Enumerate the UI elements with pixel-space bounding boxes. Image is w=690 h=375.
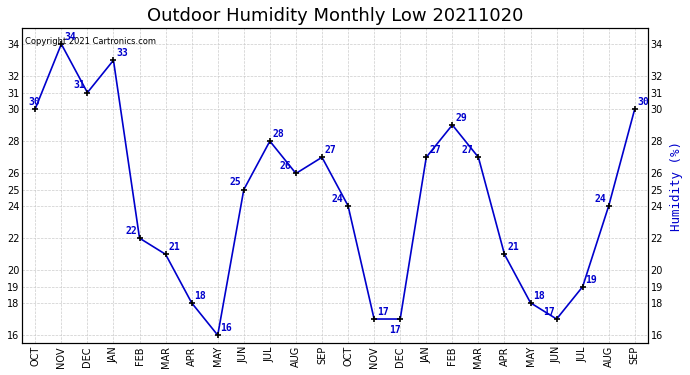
Text: 31: 31 — [74, 80, 86, 90]
Text: 24: 24 — [595, 194, 607, 204]
Text: 24: 24 — [331, 194, 343, 204]
Text: 16: 16 — [221, 323, 233, 333]
Text: 19: 19 — [585, 274, 597, 285]
Text: 27: 27 — [462, 145, 473, 155]
Text: 28: 28 — [273, 129, 284, 139]
Text: 30: 30 — [28, 97, 40, 106]
Text: 21: 21 — [168, 242, 180, 252]
Text: 27: 27 — [429, 145, 441, 155]
Y-axis label: Humidity (%): Humidity (%) — [670, 141, 683, 231]
Text: 21: 21 — [507, 242, 519, 252]
Text: 29: 29 — [455, 113, 467, 123]
Text: 17: 17 — [389, 325, 401, 335]
Text: 34: 34 — [64, 32, 76, 42]
Text: 18: 18 — [533, 291, 545, 301]
Text: Copyright 2021 Cartronics.com: Copyright 2021 Cartronics.com — [26, 38, 157, 46]
Title: Outdoor Humidity Monthly Low 20211020: Outdoor Humidity Monthly Low 20211020 — [147, 7, 523, 25]
Text: 26: 26 — [279, 161, 291, 171]
Text: 17: 17 — [543, 307, 555, 317]
Text: 27: 27 — [325, 145, 337, 155]
Text: 33: 33 — [116, 48, 128, 58]
Text: 30: 30 — [638, 97, 649, 106]
Text: 17: 17 — [377, 307, 388, 317]
Text: 22: 22 — [126, 226, 137, 236]
Text: 25: 25 — [230, 177, 241, 188]
Text: 18: 18 — [195, 291, 206, 301]
